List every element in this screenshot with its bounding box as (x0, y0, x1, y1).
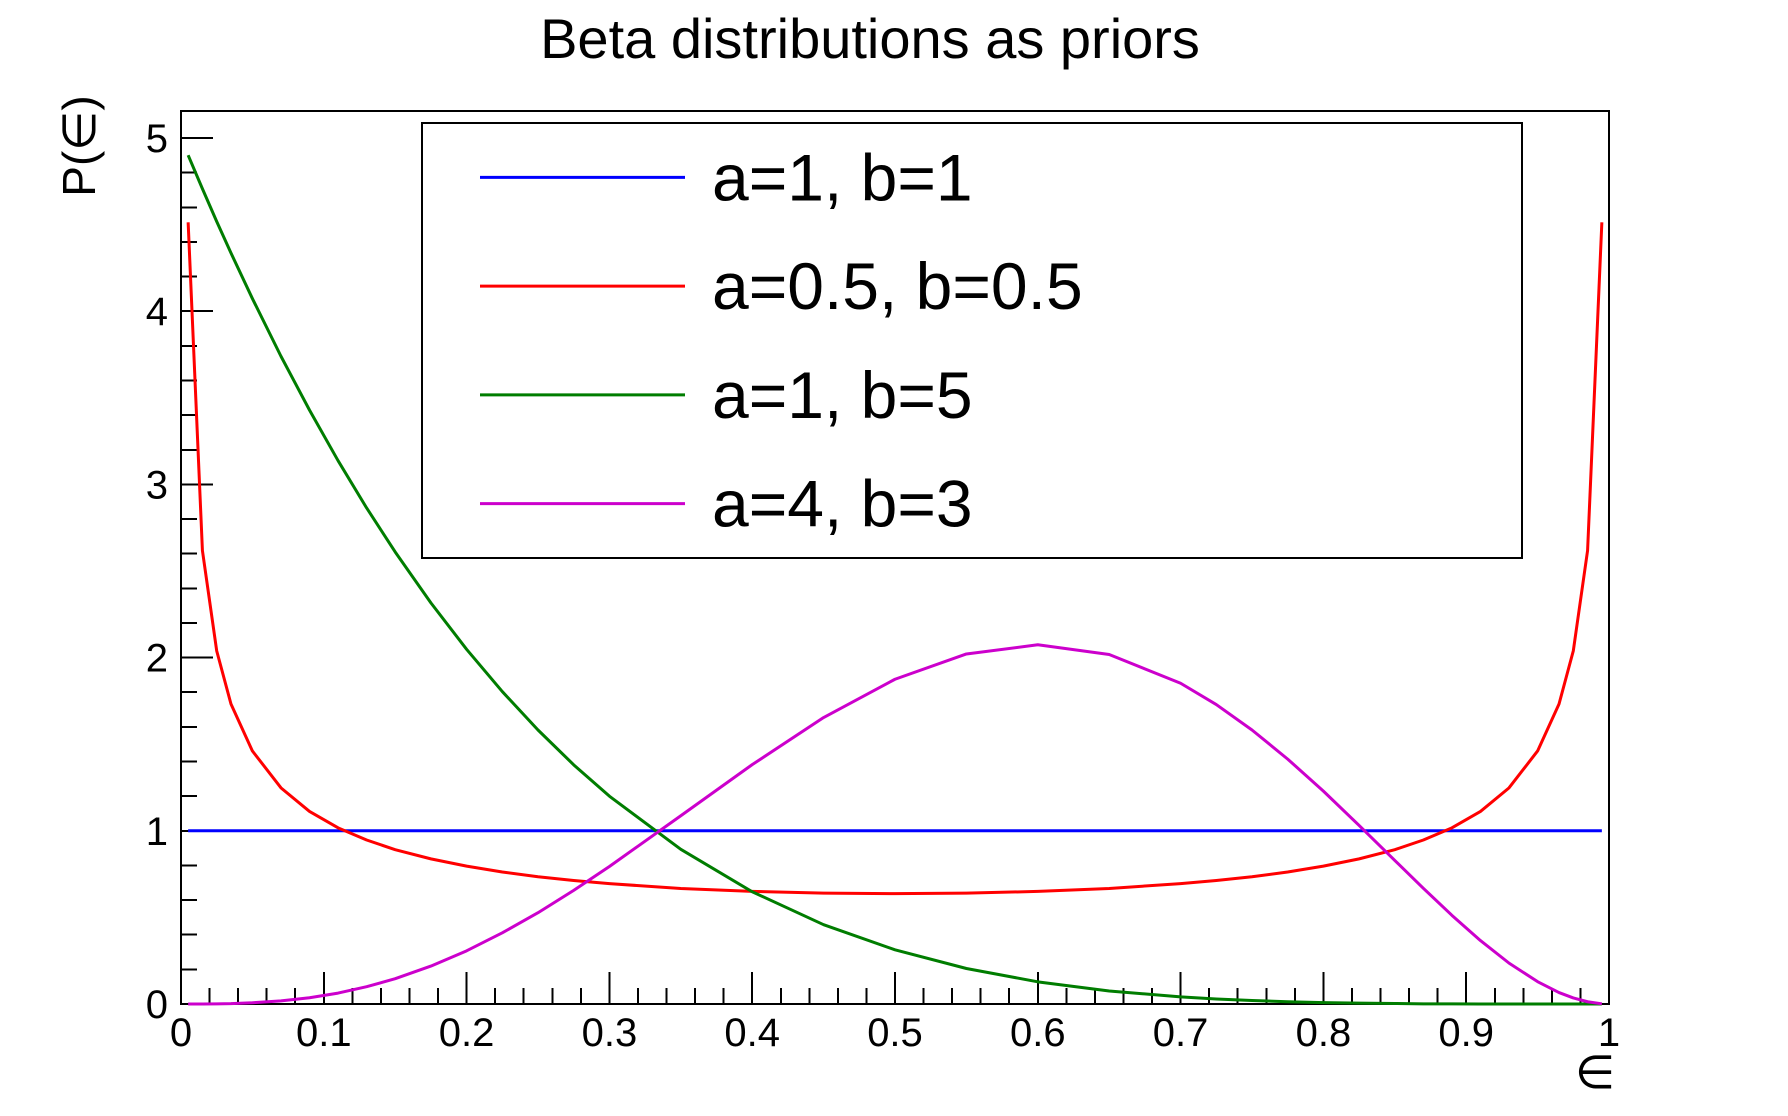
legend-item-a-4-b-3: a=4, b=3 (480, 467, 973, 541)
x-tick-label: 1 (1598, 1011, 1620, 1055)
x-tick-label: 0.1 (296, 1011, 352, 1055)
curve-a-1-b-5 (186, 154, 1602, 1006)
legend-label: a=1, b=5 (712, 358, 973, 432)
y-axis-title: P(∈) (53, 95, 105, 196)
y-tick-label: 3 (146, 463, 168, 507)
x-axis-title: ∈ (1575, 1046, 1615, 1098)
x-tick-label: 0.5 (867, 1011, 923, 1055)
x-tick-label: 0.7 (1153, 1011, 1209, 1055)
x-tick-label: 0.8 (1296, 1011, 1352, 1055)
x-tick-label: 0.2 (439, 1011, 495, 1055)
curve-a-0.5-b-0.5 (186, 222, 1604, 896)
legend-box: a=1, b=1 a=0.5, b=0.5 a=1, b=5 a=4, b=3 (421, 122, 1523, 559)
y-tick-label: 0 (146, 983, 168, 1027)
legend-label: a=1, b=1 (712, 140, 973, 214)
legend-item-a-1-b-1: a=1, b=1 (480, 140, 973, 214)
legend-item-a-1-b-5: a=1, b=5 (480, 358, 973, 432)
curve-a-4-b-3 (188, 643, 1603, 1006)
y-tick-label: 2 (146, 637, 168, 681)
x-tick-label: 0 (170, 1011, 192, 1055)
y-tick-label: 1 (146, 810, 168, 854)
legend-border (421, 122, 1523, 559)
legend-label: a=4, b=3 (712, 467, 973, 541)
x-tick-label: 0.3 (582, 1011, 638, 1055)
legend-item-a-0.5-b-0.5: a=0.5, b=0.5 (480, 249, 1083, 323)
chart-title: Beta distributions as priors (540, 7, 1200, 70)
x-tick-label: 0.9 (1438, 1011, 1494, 1055)
y-tick-label: 5 (146, 117, 168, 161)
legend-label: a=0.5, b=0.5 (712, 249, 1083, 323)
y-tick-label: 4 (146, 290, 168, 334)
x-tick-label: 0.6 (1010, 1011, 1066, 1055)
x-tick-label: 0.4 (724, 1011, 780, 1055)
